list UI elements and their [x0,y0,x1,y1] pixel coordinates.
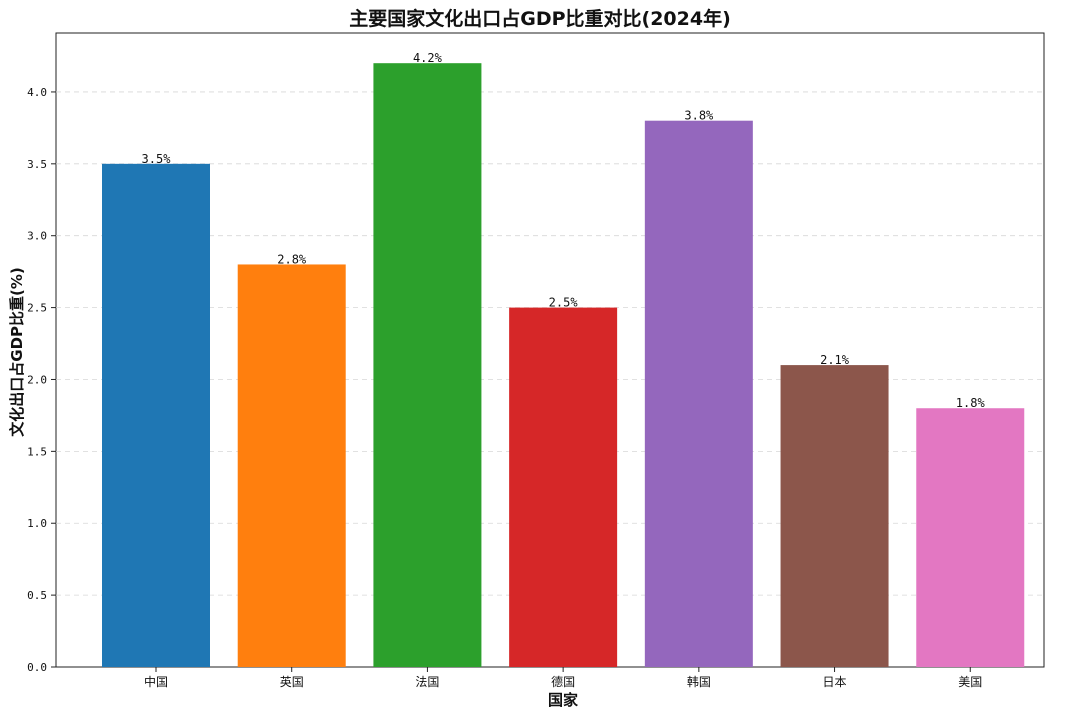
x-category-label: 美国 [958,675,982,689]
data-label: 2.8% [277,252,307,266]
data-label: 3.5% [142,152,172,166]
data-label: 4.2% [413,51,443,65]
y-tick-label: 1.5 [27,445,47,458]
y-tick-label: 3.0 [27,230,47,243]
bar-6 [780,365,889,667]
data-labels-layer: 3.5% 2.8% 4.2% 2.5% 3.8% 2.1% 1.8% [142,51,986,410]
y-tick-label: 1.0 [27,517,47,530]
bars-layer [102,63,1025,668]
y-axis: 0.0 0.5 1.0 1.5 2.0 2.5 3.0 3.5 4.0 [27,86,56,674]
y-tick-label: 0.0 [27,661,47,674]
x-category-label: 德国 [551,674,575,689]
chart-title: 主要国家文化出口占GDP比重对比(2024年) [349,7,731,30]
bar-3 [373,63,482,667]
y-tick-label: 3.5 [27,158,47,171]
data-label: 3.8% [684,109,714,123]
data-label: 2.5% [549,296,579,310]
bar-1 [102,163,210,668]
data-label: 2.1% [820,353,850,367]
bar-5 [644,120,753,667]
bar-4 [509,307,618,667]
y-tick-label: 2.0 [27,373,47,386]
x-category-label: 中国 [144,674,168,689]
y-axis-label: 文化出口占GDP比重(%) [8,267,26,437]
y-tick-label: 2.5 [27,302,47,315]
x-axis: 中国 英国 法国 德国 韩国 日本 美国 [144,667,982,689]
x-category-label: 日本 [823,675,847,689]
x-category-label: 韩国 [687,674,711,689]
y-tick-label: 4.0 [27,86,47,99]
bar-7 [916,408,1025,667]
x-category-label: 法国 [415,675,439,689]
x-axis-label: 国家 [548,691,578,709]
bar-2 [237,264,346,667]
x-category-label: 英国 [280,675,304,689]
data-label: 1.8% [956,396,986,410]
y-tick-label: 0.5 [27,589,47,602]
